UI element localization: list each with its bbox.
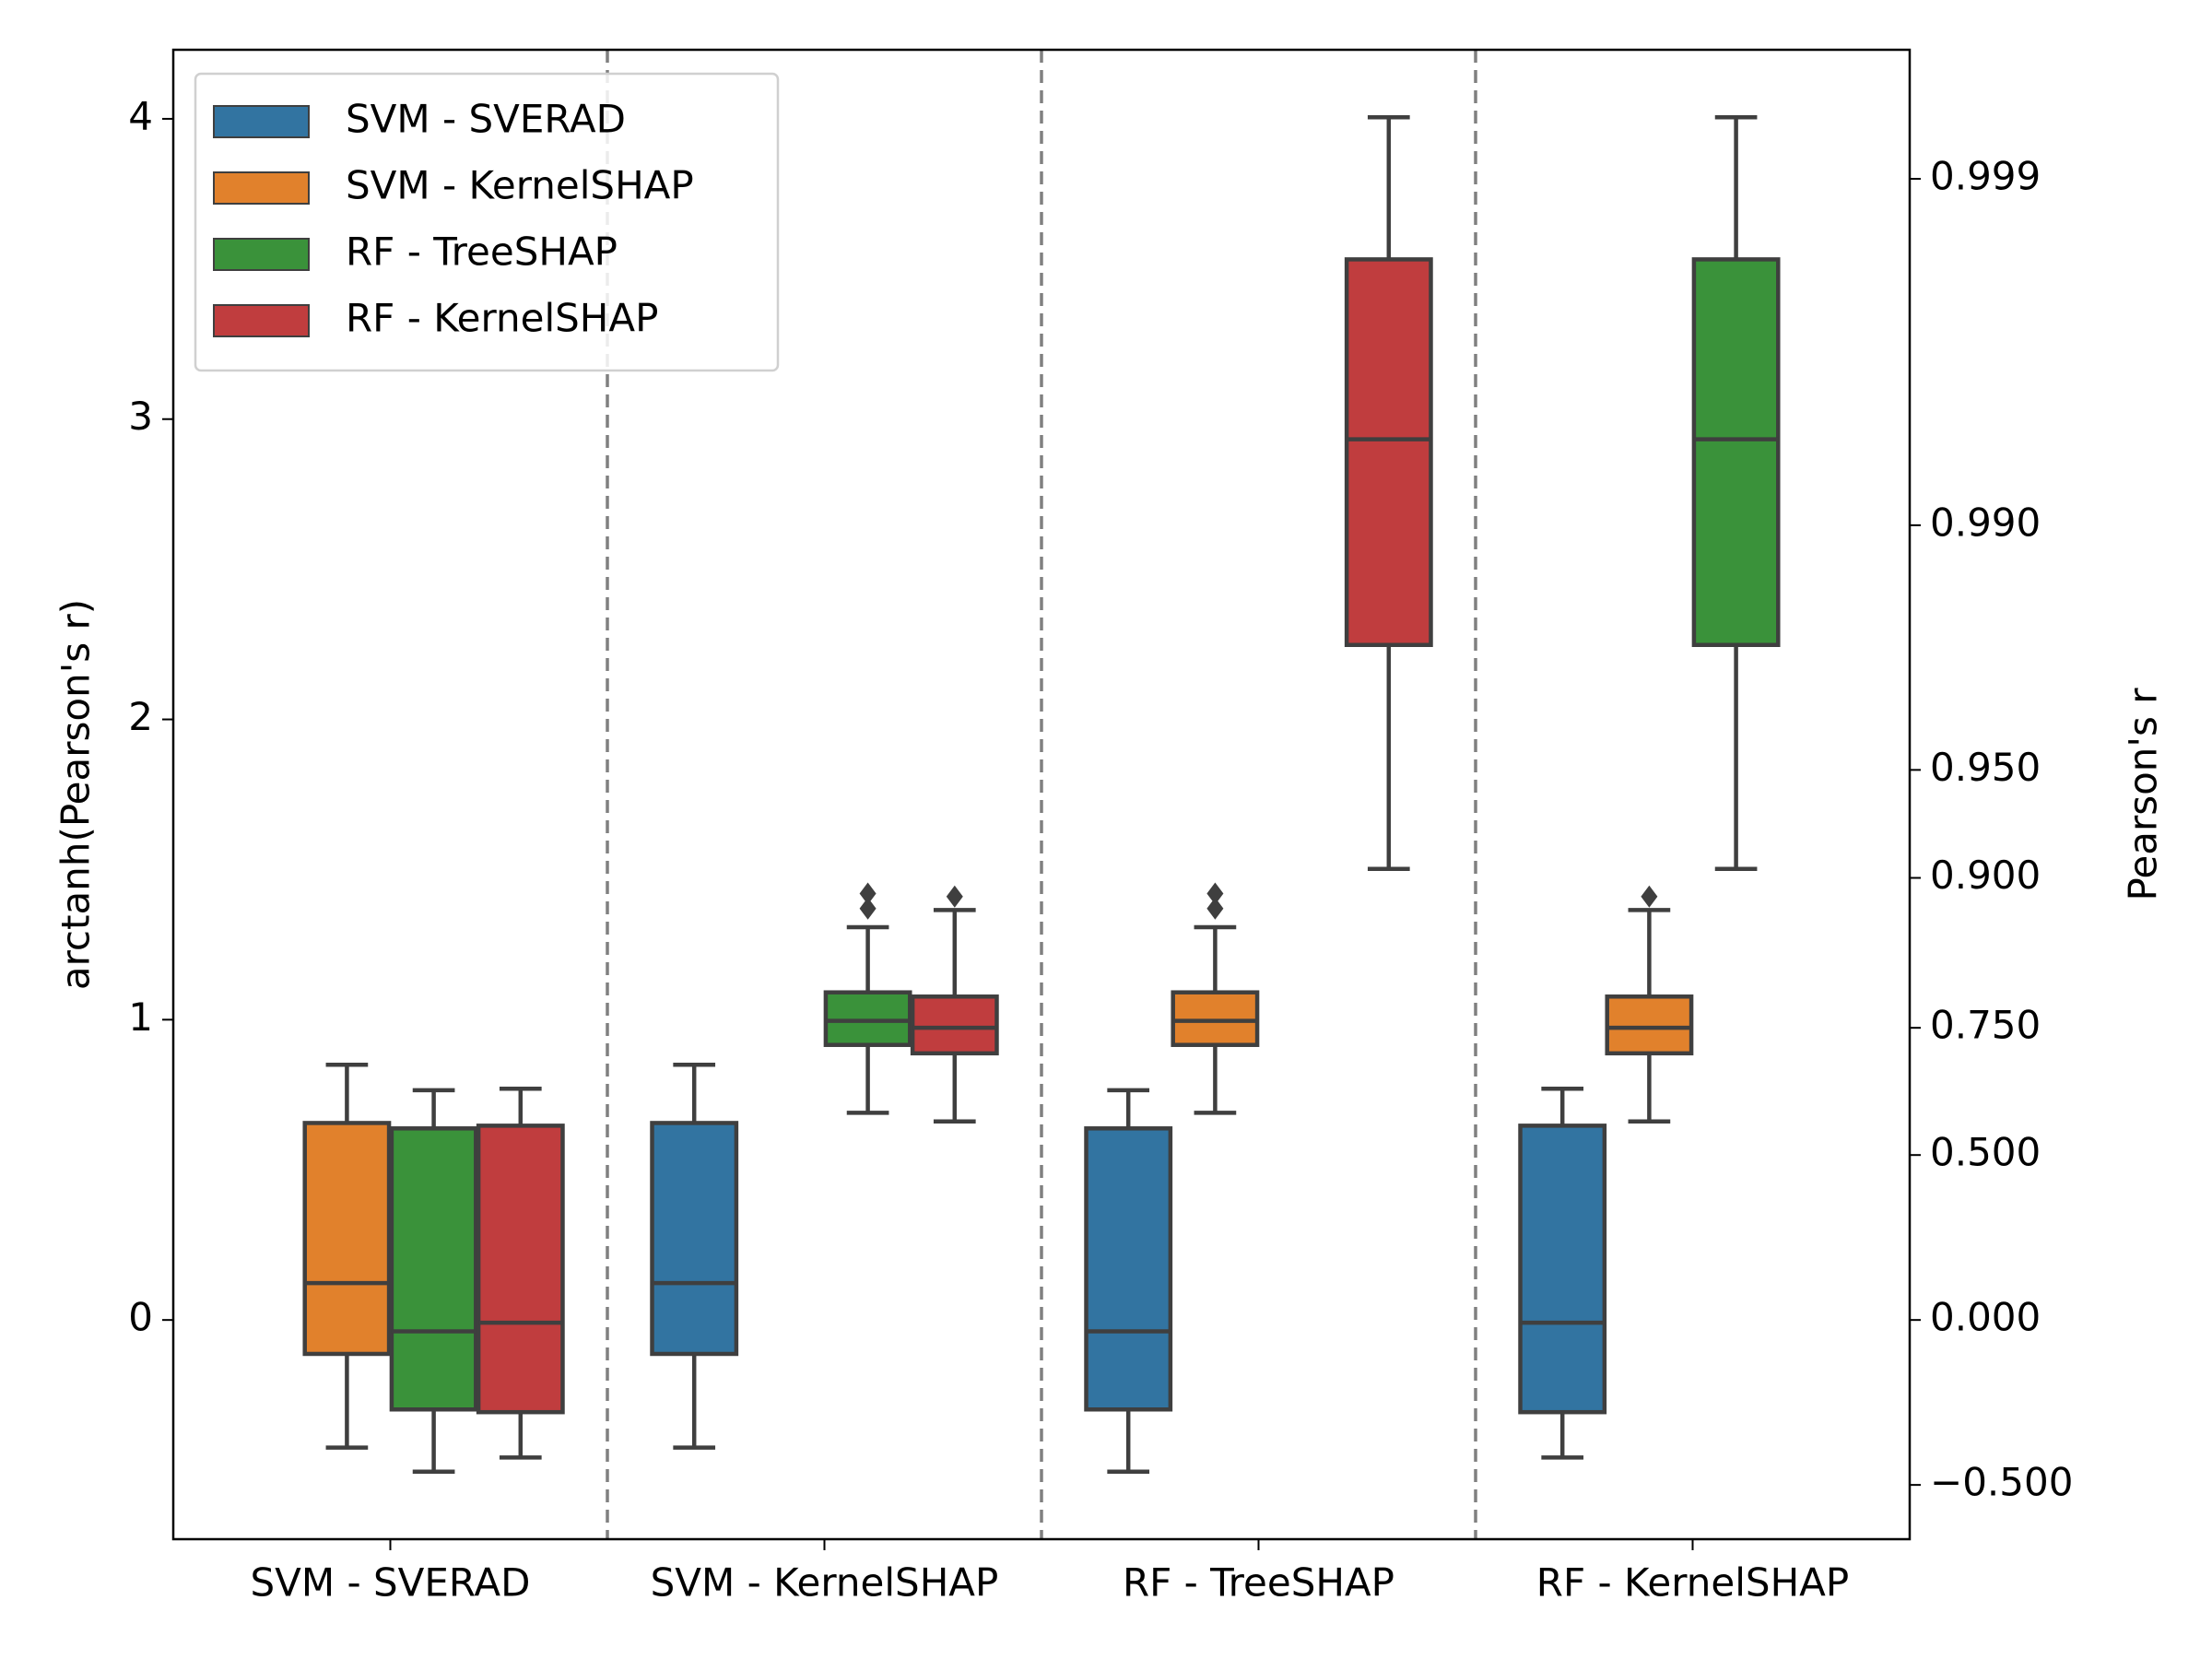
y2-tick-label: 0.500 (1930, 1130, 2041, 1175)
whisker-high (846, 924, 889, 993)
whisker-high (1194, 924, 1237, 993)
whisker-high (1107, 1088, 1150, 1129)
whisker-high (325, 1062, 369, 1124)
whisker-high (933, 908, 976, 997)
y2-tick-label: 0.000 (1930, 1295, 2041, 1340)
outlier (1641, 885, 1658, 908)
y2-tick-label: 0.950 (1930, 745, 2041, 790)
box (650, 1121, 739, 1357)
outlier (946, 885, 963, 908)
box (302, 1121, 392, 1357)
x-tick-label: RF - KernelSHAP (1536, 1560, 1849, 1606)
plot-frame (171, 48, 1912, 1541)
whisker-high (1541, 1087, 1584, 1126)
y2-tick-label: 0.990 (1930, 500, 2041, 545)
box (1084, 1126, 1173, 1412)
y2-tick-label: 0.900 (1930, 853, 2041, 898)
x-tick-label: SVM - KernelSHAP (651, 1560, 999, 1606)
y-tick-label: 4 (128, 93, 153, 138)
y2-tick-label: 0.999 (1930, 154, 2041, 199)
box (1344, 257, 1433, 647)
legend-swatch (213, 105, 310, 138)
whisker-low (933, 1053, 976, 1124)
legend-frame (194, 72, 780, 372)
legend-swatch (213, 304, 310, 337)
y-tick-label: 3 (128, 394, 153, 439)
y-tick-label: 1 (128, 994, 153, 1040)
outlier (859, 882, 877, 905)
whisker-low (1628, 1053, 1671, 1124)
whisker-high (1628, 908, 1671, 997)
legend-label: RF - KernelSHAP (346, 296, 658, 341)
whisker-low (1714, 644, 1758, 872)
box (1171, 990, 1260, 1047)
y2-axis-label: Pearson's r (2121, 688, 2166, 901)
box (910, 994, 999, 1056)
outlier (1206, 882, 1224, 905)
y-axis-label: arctanh(Pearson's r) (53, 599, 99, 990)
whisker-low (412, 1409, 455, 1474)
box (1691, 257, 1781, 647)
whisker-high (412, 1088, 455, 1129)
outlier (859, 897, 877, 920)
legend-swatch (213, 171, 310, 205)
box (1605, 994, 1694, 1056)
x-tick-label: SVM - SVERAD (251, 1560, 531, 1606)
whisker-low (673, 1353, 716, 1450)
whisker-high (673, 1062, 716, 1124)
x-tick-label: RF - TreeSHAP (1123, 1560, 1394, 1606)
box (1518, 1124, 1607, 1415)
whisker-high (1714, 115, 1758, 260)
whisker-high (1367, 115, 1410, 260)
legend-label: SVM - KernelSHAP (346, 163, 694, 208)
whisker-low (846, 1044, 889, 1115)
y-tick-label: 0 (128, 1295, 153, 1340)
box (476, 1124, 565, 1415)
legend-swatch (213, 238, 310, 271)
legend-label: RF - TreeSHAP (346, 229, 618, 275)
legend-label: SVM - SVERAD (346, 97, 626, 142)
outlier (1206, 897, 1224, 920)
whisker-low (1194, 1044, 1237, 1115)
whisker-low (1107, 1409, 1150, 1474)
y2-tick-label: 0.750 (1930, 1003, 2041, 1048)
box (389, 1126, 478, 1412)
y-tick-label: 2 (128, 694, 153, 739)
y2-tick-label: −0.500 (1930, 1460, 2073, 1505)
whisker-low (325, 1353, 369, 1450)
whisker-high (499, 1087, 542, 1126)
whisker-low (499, 1412, 542, 1460)
box (823, 990, 912, 1047)
whisker-low (1541, 1412, 1584, 1460)
whisker-low (1367, 644, 1410, 872)
